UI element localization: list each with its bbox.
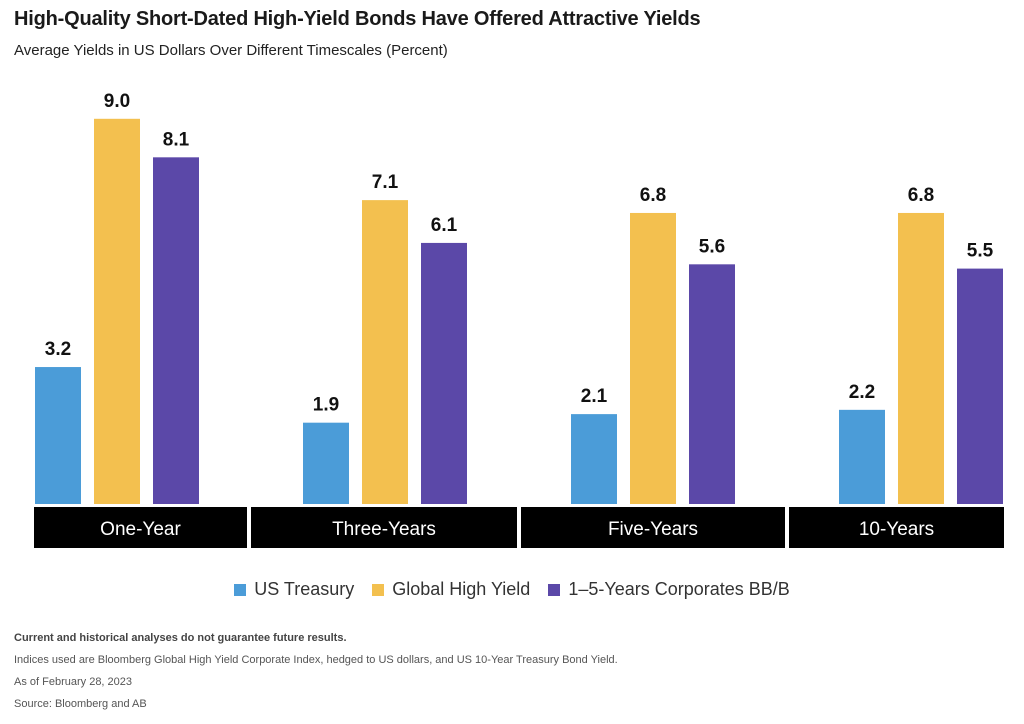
data-label-corporates-1: 8.1 (163, 129, 190, 150)
legend-label-corporates: 1–5-Years Corporates BB/B (568, 579, 790, 599)
disclaimer-note: Current and historical analyses do not g… (14, 632, 347, 644)
category-band-1 (34, 507, 247, 548)
bar-us-treasury-3 (571, 414, 617, 504)
data-label-global-high-yield-1: 9.0 (104, 91, 130, 112)
bar-global-high-yield-2 (362, 200, 408, 504)
legend-swatch-us-treasury (234, 583, 247, 596)
category-band-3 (521, 507, 785, 548)
bar-us-treasury-1 (35, 367, 81, 504)
data-label-corporates-2: 6.1 (431, 215, 458, 236)
legend-label-global-high-yield: Global High Yield (392, 579, 531, 599)
bar-global-high-yield-4 (898, 212, 944, 504)
bar-global-high-yield-1 (94, 118, 140, 505)
data-label-us-treasury-3: 2.1 (581, 386, 608, 407)
footnotes: Current and historical analyses do not g… (14, 630, 618, 718)
data-label-us-treasury-4: 2.2 (849, 382, 875, 403)
data-label-us-treasury-2: 1.9 (313, 395, 339, 416)
bar-us-treasury-4 (839, 409, 885, 504)
bar-corporates-2 (421, 242, 467, 505)
bar-corporates-1 (153, 157, 199, 504)
data-label-global-high-yield-2: 7.1 (372, 172, 399, 193)
date-note: As of February 28, 2023 (14, 676, 133, 688)
data-label-global-high-yield-3: 6.8 (640, 185, 666, 206)
category-band-2 (251, 507, 517, 548)
bar-chart: 3.2 9.0 8.1 One-Year 1.9 7.1 6.1 Three-Years 2.1… (34, 91, 1004, 548)
bar-corporates-4 (957, 268, 1003, 504)
source-note: Source: Bloomberg and AB (14, 698, 147, 710)
category-label-4: 10-Years (859, 519, 934, 540)
data-label-corporates-3: 5.6 (699, 236, 725, 257)
indices-note: Indices used are Bloomberg Global High Y… (14, 654, 618, 666)
data-label-us-treasury-1: 3.2 (45, 339, 71, 360)
chart-subtitle: Average Yields in US Dollars Over Differ… (14, 42, 448, 59)
bar-us-treasury-2 (303, 422, 349, 504)
legend-label-us-treasury: US Treasury (254, 579, 355, 599)
category-band-4 (789, 507, 1004, 548)
legend-item-corporates: 1–5-Years Corporates BB/B (548, 579, 790, 600)
legend-item-us-treasury: US Treasury (234, 579, 354, 600)
chart-title: High-Quality Short-Dated High-Yield Bond… (14, 8, 701, 30)
bar-global-high-yield-3 (630, 212, 676, 504)
data-label-corporates-4: 5.5 (967, 241, 994, 262)
legend-swatch-global-high-yield (372, 583, 385, 596)
data-label-global-high-yield-4: 6.8 (908, 185, 934, 206)
legend-swatch-corporates (548, 583, 561, 596)
category-label-1: One-Year (100, 519, 181, 540)
category-label-2: Three-Years (332, 519, 436, 540)
category-label-3: Five-Years (608, 519, 698, 540)
chart-legend: US Treasury Global High Yield 1–5-Years … (0, 579, 1024, 600)
bar-corporates-3 (689, 264, 735, 504)
legend-item-global-high-yield: Global High Yield (372, 579, 530, 600)
